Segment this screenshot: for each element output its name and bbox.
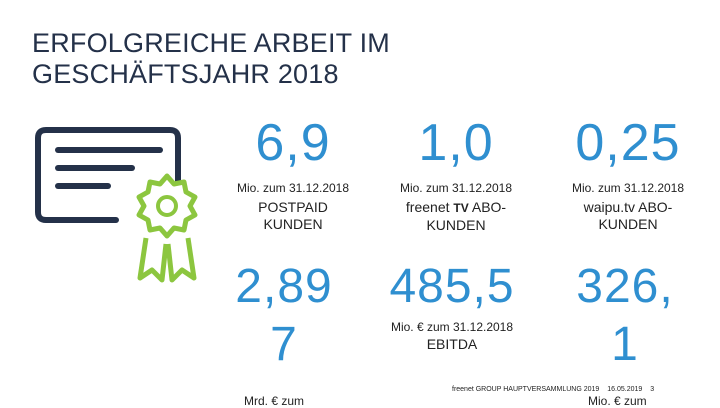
stat-value-line1: 326,: [576, 260, 674, 313]
stat-value-line2: 1: [611, 318, 639, 371]
footer-text: freenet GROUP HAUPTVERSAMMLUNG 2019: [452, 386, 600, 393]
stat-label: waipu.tv ABO- KUNDEN: [583, 199, 673, 232]
stat-label-suffix: ABO- KUNDEN: [426, 199, 507, 233]
stat-date-cut: Mio. € zum: [588, 394, 647, 408]
stat-value: 485,5: [389, 260, 515, 313]
stat-waipu: 0,25 Mio. zum 31.12.2018 waipu.tv ABO- K…: [553, 112, 703, 233]
stat-value: 0,25: [575, 114, 681, 172]
stat-date: Mio. zum 31.12.2018: [399, 181, 513, 195]
stat-date: Mio. zum 31.12.2018: [571, 181, 685, 195]
certificate-icon: [28, 120, 198, 290]
footer: freenet GROUP HAUPTVERSAMMLUNG 2019 16.0…: [452, 386, 660, 393]
stat-label: POSTPAID KUNDEN: [258, 199, 328, 232]
stat-freenet-tv: 1,0 Mio. zum 31.12.2018 freenet TV ABO- …: [376, 112, 536, 234]
stat-date: Mio. zum 31.12.2018: [236, 181, 350, 195]
stat-value-line2: 7: [270, 318, 298, 371]
stat-free-cashflow: 326, 1: [555, 258, 695, 374]
stat-label: freenet TV ABO- KUNDEN: [376, 199, 536, 234]
page-number: 3: [650, 386, 655, 393]
tv-brand: TV: [453, 201, 469, 215]
stat-date: Mio. € zum 31.12.2018: [390, 320, 514, 334]
stat-ebitda: 485,5 Mio. € zum 31.12.2018 EBITDA: [372, 258, 532, 353]
stat-value: 6,9: [255, 114, 331, 172]
stat-label-prefix: freenet: [405, 199, 454, 215]
stat-postpaid: 6,9 Mio. zum 31.12.2018 POSTPAID KUNDEN: [218, 112, 368, 233]
stat-revenue: 2,89 7: [224, 258, 344, 374]
page-title: ERFOLGREICHE ARBEIT IM GESCHÄFTSJAHR 201…: [32, 28, 390, 89]
footer-date: 16.05.2019: [607, 386, 643, 393]
stat-value: 1,0: [418, 114, 494, 172]
stat-value-line1: 2,89: [235, 260, 333, 313]
stat-date-cut: Mrd. € zum: [244, 394, 305, 408]
stat-label: EBITDA: [426, 336, 478, 352]
